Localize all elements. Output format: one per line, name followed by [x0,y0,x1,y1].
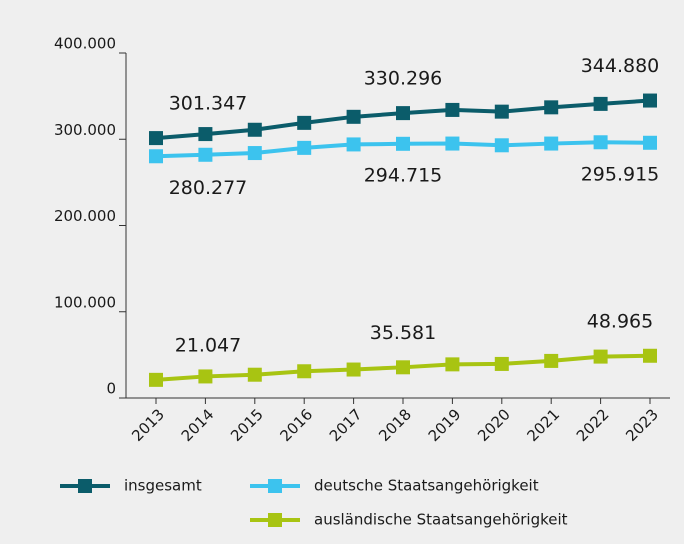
marker [149,149,163,164]
marker [593,135,608,150]
marker [247,146,262,161]
legend-label: deutsche Staatsangehörigkeit [314,477,539,495]
value-label: 295.915 [581,163,660,185]
marker [198,127,213,142]
value-label: 344.880 [581,55,660,77]
marker [494,138,509,153]
y-tick-label: 200.000 [54,207,116,225]
legend-label: ausländische Staatsangehörigkeit [314,511,568,529]
y-tick-label: 0 [106,380,116,398]
y-tick-label: 100.000 [54,293,116,311]
marker [346,109,361,124]
y-tick-label: 400.000 [54,35,116,53]
marker [544,100,559,115]
marker [346,137,361,152]
value-label: 21.047 [175,334,241,356]
marker [247,122,262,137]
legend-marker [268,513,282,527]
marker [396,360,410,375]
y-tick-label: 300.000 [54,121,116,139]
marker [494,356,509,371]
marker [346,362,361,377]
marker [297,140,312,155]
marker [247,367,262,382]
marker [544,353,559,368]
legend-marker [268,479,282,493]
marker [396,106,410,121]
marker [297,364,312,379]
marker [445,136,460,151]
marker [445,357,460,372]
marker [198,147,213,162]
marker [593,349,608,364]
marker [593,96,608,111]
marker [297,115,312,130]
value-label: 280.277 [169,177,248,199]
value-label: 48.965 [587,310,653,332]
marker [494,104,509,119]
value-label: 330.296 [364,68,443,90]
marker [149,131,163,146]
marker [149,372,163,387]
legend-marker [78,479,92,493]
value-label: 35.581 [370,322,436,344]
marker [198,369,213,384]
value-label: 301.347 [169,93,248,115]
legend-label: insgesamt [124,477,202,495]
marker [643,93,657,108]
marker [643,135,657,150]
value-label: 294.715 [364,164,443,186]
marker [396,136,410,151]
marker [445,102,460,117]
marker [544,136,559,151]
marker [643,348,657,363]
